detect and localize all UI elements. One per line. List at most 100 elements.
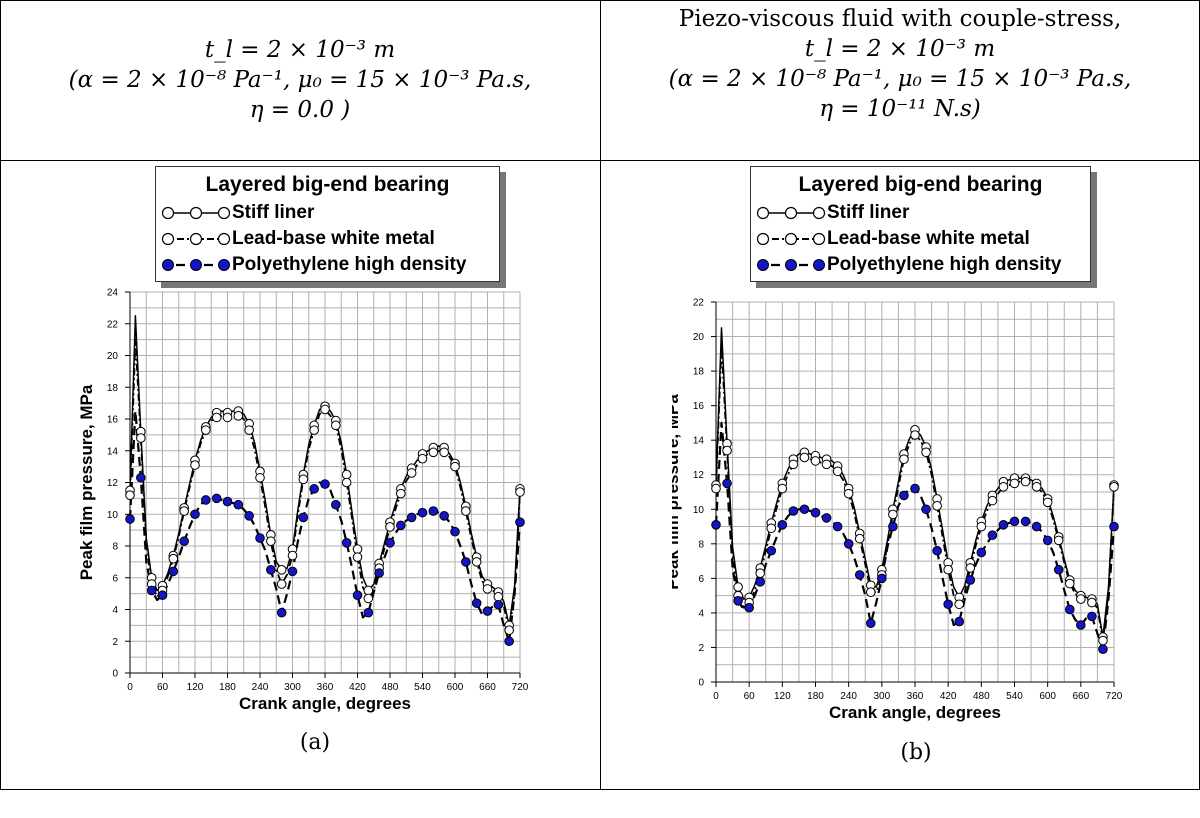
chart-a-series-1-point: [341, 477, 352, 488]
chart-b-series-1-point: [987, 495, 998, 506]
chart-b-series-2-point: [799, 504, 810, 515]
chart-a-y-tick-label: 18: [107, 383, 119, 394]
chart-b-y-tick-label: 10: [693, 505, 705, 516]
chart-b-x-tick-label: 660: [1072, 691, 1089, 702]
chart-b-series-1-point: [1042, 497, 1053, 508]
caption-a: (a): [299, 730, 331, 755]
legend-b: Layered big-end bearing Stiff liner Lead…: [750, 166, 1091, 282]
chart-b-series-1-point: [766, 523, 777, 534]
chart-b-series-2-point: [810, 507, 821, 518]
chart-b-series-2-point: [788, 506, 799, 516]
chart-b-series-1-point: [888, 509, 898, 520]
chart-a-x-tick-label: 360: [317, 682, 334, 693]
header-right-line-4: η = 10⁻¹¹ N.s): [819, 96, 981, 122]
chart-a-series-2-point: [146, 585, 157, 596]
chart-a-series-0-point: [276, 565, 287, 575]
chart-b-x-tick-label: 240: [840, 691, 857, 702]
chart-a-series-1-point: [439, 447, 449, 458]
chart-b-y-tick-label: 22: [693, 298, 705, 309]
chart-a-series-2-point: [374, 568, 384, 578]
chart-b-series-2-point: [932, 545, 942, 556]
chart-b-series-1-point: [854, 533, 865, 544]
chart-a-series-2-point: [439, 511, 449, 521]
legend-b-label-polyethylene: Polyethylene high density: [827, 254, 1062, 275]
header-right: Piezo-viscous fluid with couple-stress, …: [602, 4, 1198, 124]
chart-a-series-2-point: [157, 590, 168, 601]
chart-b-series-1-point: [711, 483, 721, 494]
legend-a-marker-polyethylene: [162, 259, 230, 271]
chart-b-series-1-point: [943, 564, 953, 575]
chart-b-series-2-point: [1053, 564, 1064, 575]
chart-a-series-1-point: [168, 553, 179, 564]
chart-a-series-1-point: [309, 425, 319, 435]
chart-b-series-1-point: [865, 587, 876, 597]
chart-b-series-1-point: [788, 459, 799, 470]
chart-a-series-2-point: [233, 499, 244, 510]
chart-b-series-2-point: [1031, 521, 1042, 532]
chart-a-y-tick-label: 6: [112, 573, 118, 584]
chart-a-series-2-point: [211, 493, 222, 504]
chart-b-series-2-point: [1087, 611, 1097, 622]
chart-a-series-1-point: [385, 522, 395, 532]
chart-b-series-1-point: [976, 521, 987, 532]
chart-a-series-2-point: [482, 606, 493, 616]
chart-a-y-tick-label: 12: [107, 478, 119, 489]
chart-b-series-2-point: [910, 483, 920, 494]
header-right-line-2: t_l = 2 × 10⁻³ m: [804, 36, 996, 62]
chart-a-y-tick-label: 20: [107, 351, 119, 362]
legend-b-marker-white-metal: [756, 232, 826, 246]
chart-a-series-2-point: [450, 526, 460, 537]
chart-a-y-tick-label: 4: [112, 605, 118, 616]
chart-b-y-tick-label: 2: [698, 643, 704, 654]
chart-a-series-1-point: [222, 412, 233, 423]
chart-a-series-2-point: [417, 507, 428, 518]
chart-b-x-label: Crank angle, degrees: [829, 703, 1001, 722]
chart-a-series-0-point: [352, 544, 363, 554]
legend-b-entry-polyethylene: Polyethylene high density: [755, 252, 1061, 278]
chart-b-series-2-point: [1076, 620, 1086, 630]
legend-b-entry-white-metal: Lead-base white metal: [755, 226, 1030, 252]
chart-a-series-2-point: [406, 512, 417, 523]
chart-a-series-1-point: [125, 490, 135, 500]
legend-a-marker-stiff: [161, 206, 231, 220]
chart-a-series-1-point: [406, 468, 417, 478]
chart-b-series-2-point: [766, 545, 777, 556]
chart-a-series-2-point: [352, 590, 363, 601]
chart-a-y-tick-label: 22: [107, 319, 119, 330]
chart-b-series-1-point: [1031, 482, 1042, 492]
chart-a-series-1-point: [461, 506, 471, 516]
chart-b-series-1-point: [1009, 478, 1020, 489]
chart-a-series-2-point: [244, 511, 254, 521]
chart-a-series-2-point: [515, 517, 525, 527]
chart-a-y-tick-label: 2: [112, 637, 118, 648]
chart-a-series-2-point: [276, 607, 287, 618]
chart-b-series-2-point: [843, 539, 854, 549]
chart-b-y-tick-label: 20: [693, 332, 705, 343]
chart-a-series-2-point: [461, 557, 471, 567]
chart-b-x-tick-label: 480: [973, 691, 990, 702]
chart-a-series-2-point: [396, 520, 406, 531]
chart-b-series-1-point: [1109, 482, 1119, 492]
chart-b-x-tick-label: 720: [1106, 691, 1123, 702]
chart-b-series-2-point: [965, 575, 976, 585]
chart-a-series-1-point: [450, 461, 460, 472]
chart-b-series-2-point: [943, 599, 953, 610]
chart-b-series-2-point: [899, 490, 909, 501]
chart-b-series-2-point: [854, 570, 865, 580]
chart-b-x-tick-label: 120: [774, 691, 791, 702]
chart-a-series-0-point: [363, 585, 374, 596]
chart-a-series-2-point: [385, 538, 395, 548]
legend-b-label-white-metal: Lead-base white metal: [827, 228, 1030, 249]
chart-b-series-1-point: [799, 452, 810, 463]
chart-b-series-1-point: [1020, 476, 1031, 487]
chart-b-y-tick-label: 18: [693, 367, 705, 378]
chart-a-y-tick-label: 0: [112, 669, 118, 680]
chart-b-x-tick-label: 600: [1039, 691, 1056, 702]
chart-b-series-2-point: [987, 530, 998, 540]
chart-b-series-2-point: [1009, 516, 1020, 527]
table-border-left: [0, 0, 1, 790]
chart-b-series-2-point: [1109, 521, 1119, 532]
chart-a-series-1-point: [298, 474, 309, 485]
chart-a-series-1-point: [471, 557, 482, 567]
chart-a-y-label: Peak film pressure, MPa: [77, 384, 96, 580]
